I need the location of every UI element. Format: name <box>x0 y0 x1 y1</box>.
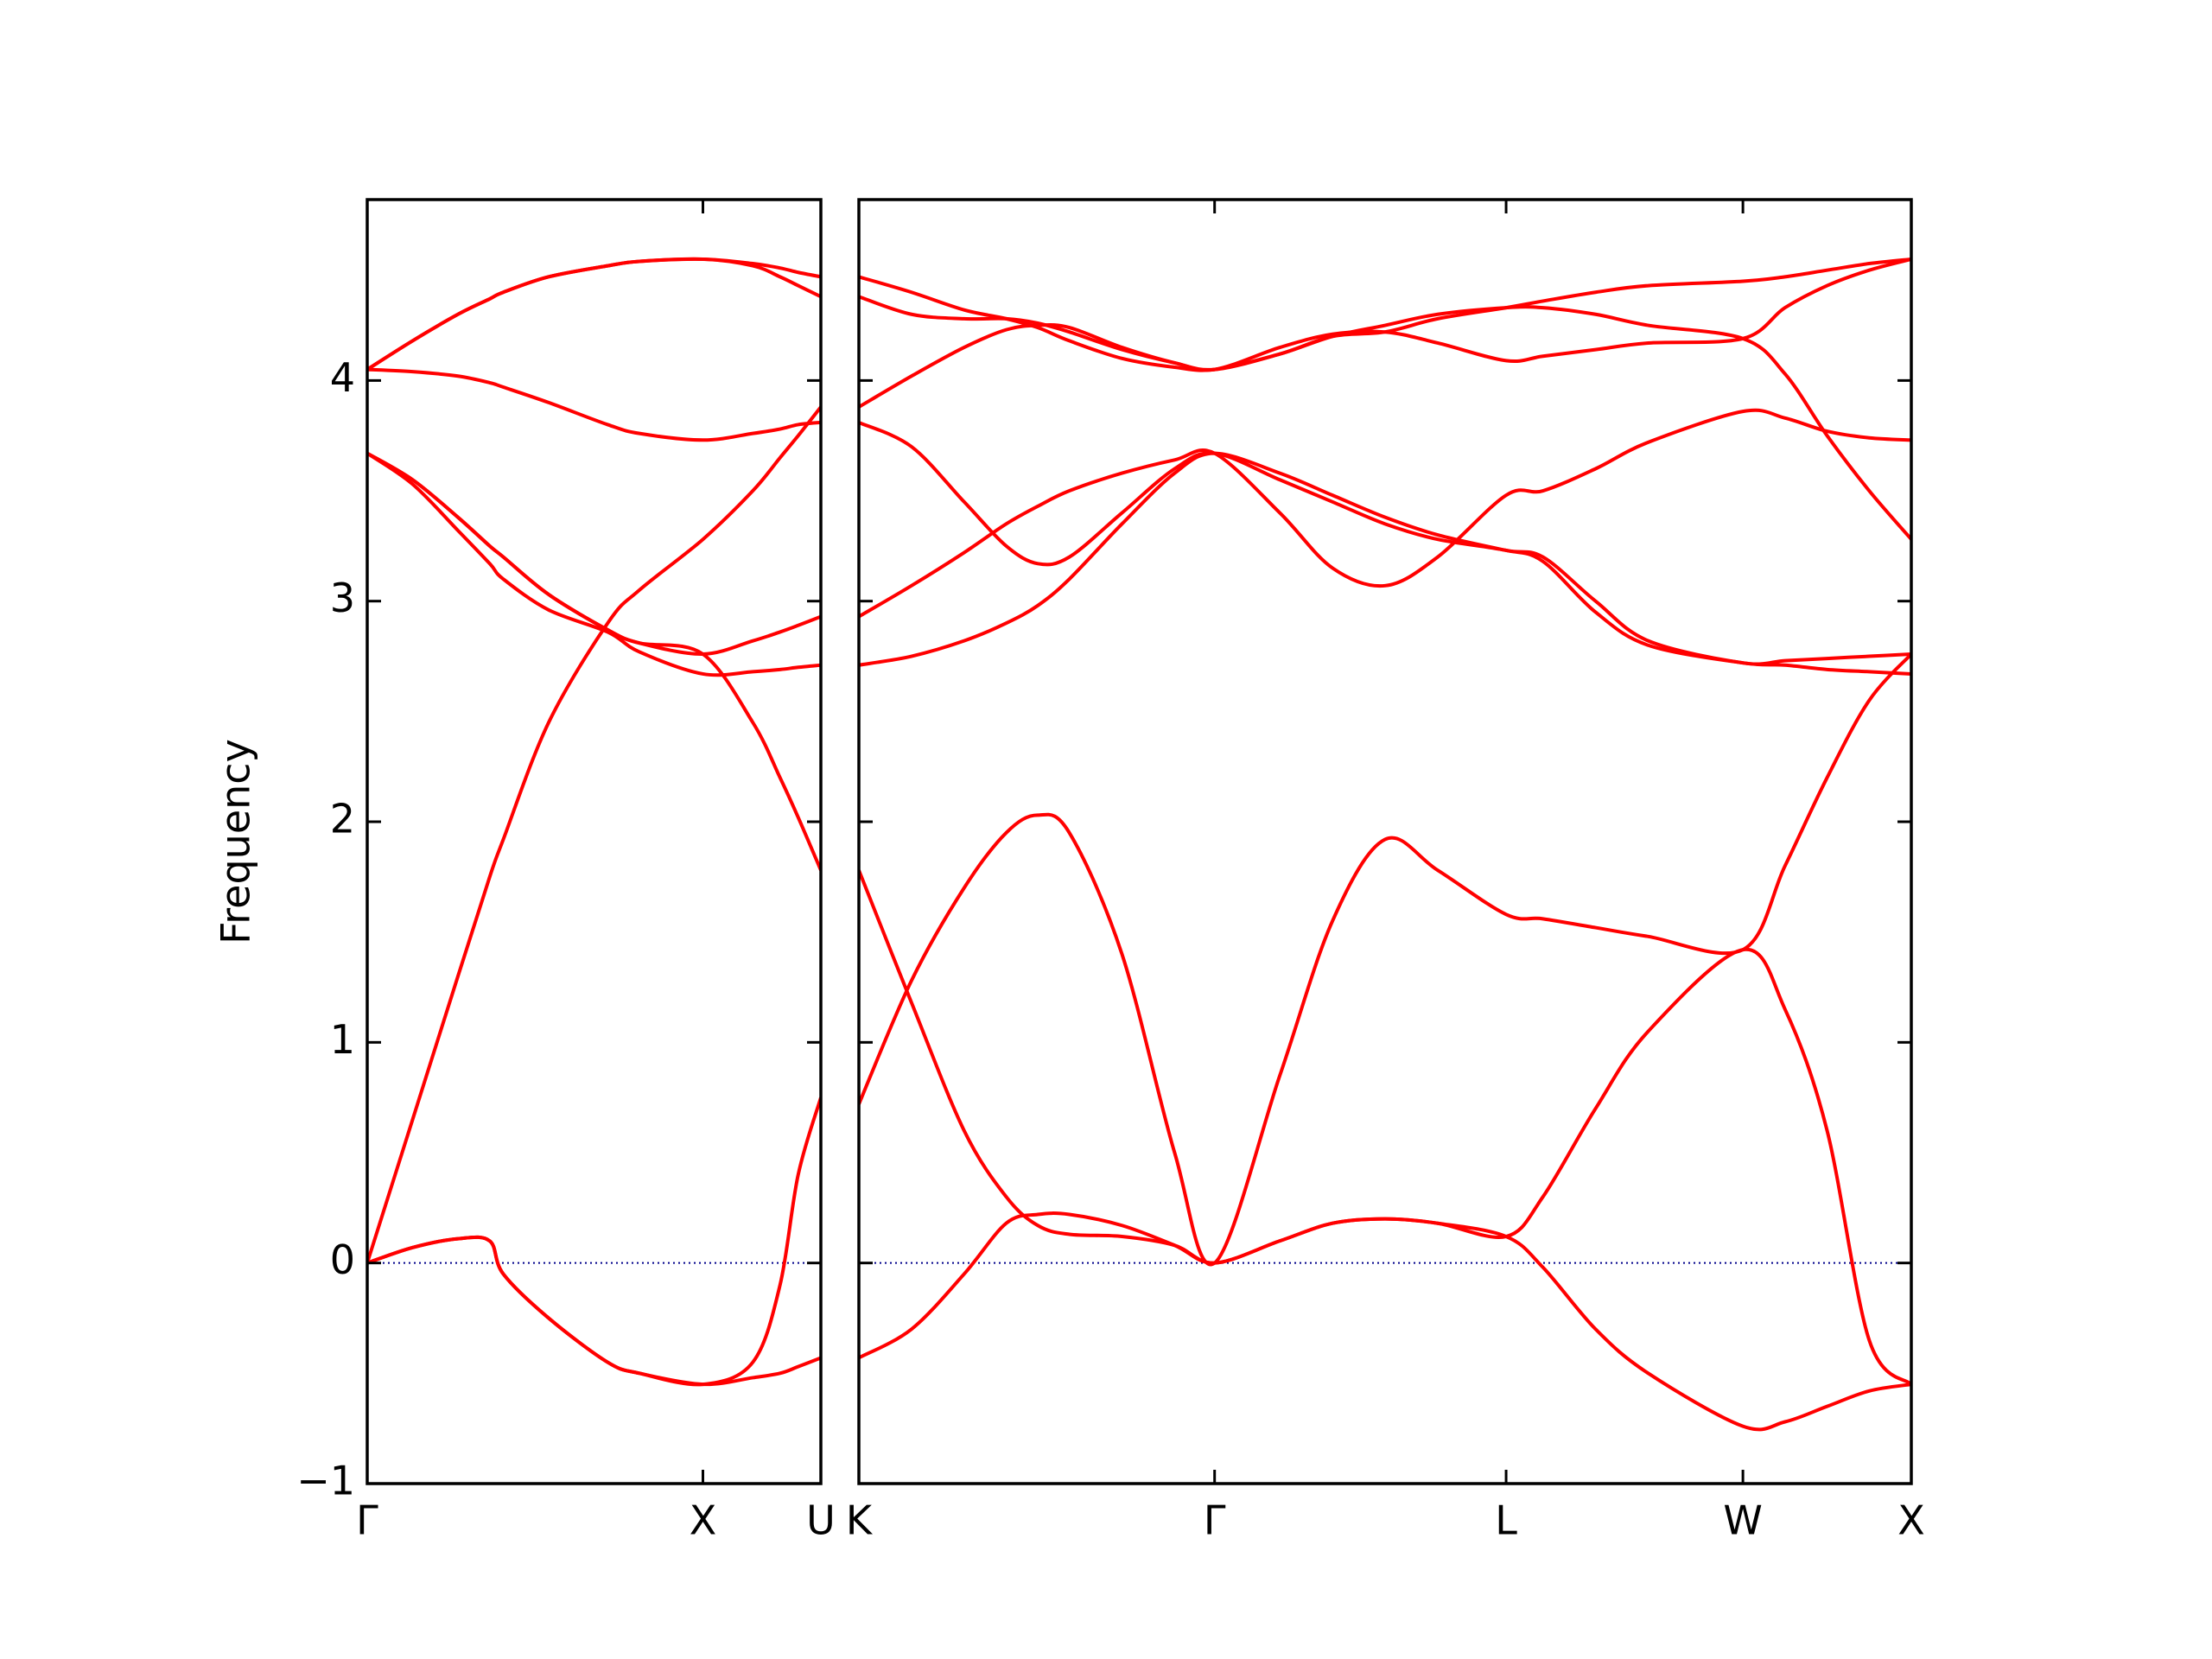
x-tick-label: U <box>806 1497 836 1544</box>
band-line <box>859 451 1911 667</box>
band-line <box>859 408 1911 619</box>
axes-frame <box>857 198 1913 1485</box>
axes-frame <box>365 198 823 1485</box>
x-tick-label: K <box>846 1497 874 1544</box>
band-line <box>859 421 1911 676</box>
band-line <box>367 451 821 871</box>
band-line <box>859 257 1911 372</box>
y-tick-label: −1 <box>296 1458 355 1504</box>
plot-area <box>859 257 1911 1432</box>
band-line <box>367 257 821 372</box>
band-line <box>367 405 821 1264</box>
y-tick-label: 4 <box>330 354 355 401</box>
band-line <box>859 257 1911 372</box>
x-tick-label: Γ <box>1204 1497 1226 1544</box>
band-line <box>367 367 821 442</box>
x-tick-label: Γ <box>356 1497 378 1544</box>
band-line <box>859 305 1911 541</box>
x-tick-label: L <box>1495 1497 1517 1544</box>
y-tick-label: 3 <box>330 575 355 621</box>
y-axis-label: Frequency <box>213 739 259 944</box>
x-tick-label: W <box>1723 1497 1762 1544</box>
y-tick-label: 2 <box>330 796 355 842</box>
y-tick-label: 1 <box>330 1016 355 1063</box>
x-tick-label: X <box>690 1497 717 1544</box>
band-line <box>367 257 821 372</box>
band-line <box>367 451 821 677</box>
band-line <box>859 1211 1911 1432</box>
band-line <box>859 869 1911 1386</box>
x-tick-label: X <box>1897 1497 1925 1544</box>
band-line <box>367 1096 821 1387</box>
y-tick-label: 0 <box>330 1236 355 1283</box>
band-line <box>859 652 1911 1267</box>
plot-area <box>367 257 821 1387</box>
